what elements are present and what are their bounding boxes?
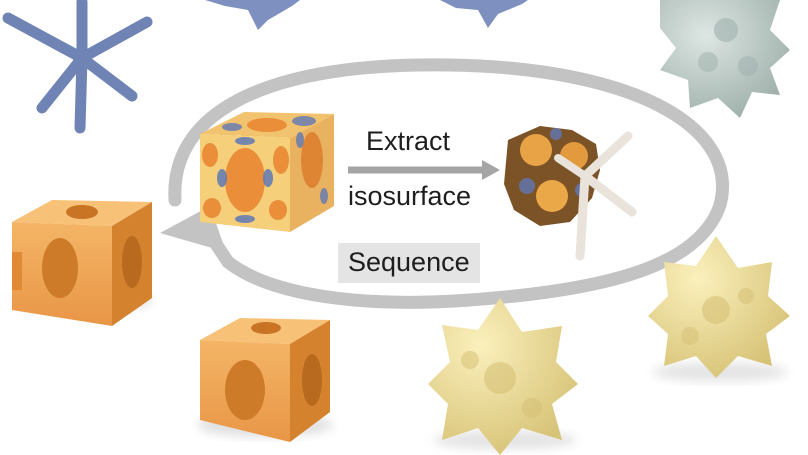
gray-lattice-star-icon	[660, 0, 790, 118]
yellow-lattice-star-right	[648, 236, 790, 382]
orange-lattice-cube-left	[12, 200, 152, 326]
label-extract: Extract	[366, 126, 451, 156]
skeleton-star-icon	[2, 0, 153, 134]
extract-arrow-icon	[348, 160, 500, 180]
blue-lattice-partial-icon	[205, 0, 528, 30]
orange-lattice-cube-bottom	[197, 318, 333, 442]
isosurface-with-skeleton-icon	[504, 126, 637, 261]
label-isosurface: isosurface	[348, 181, 472, 211]
yellow-lattice-star-bottom	[428, 298, 578, 455]
label-sequence: Sequence	[338, 243, 480, 283]
density-field-cube-icon	[200, 112, 334, 232]
